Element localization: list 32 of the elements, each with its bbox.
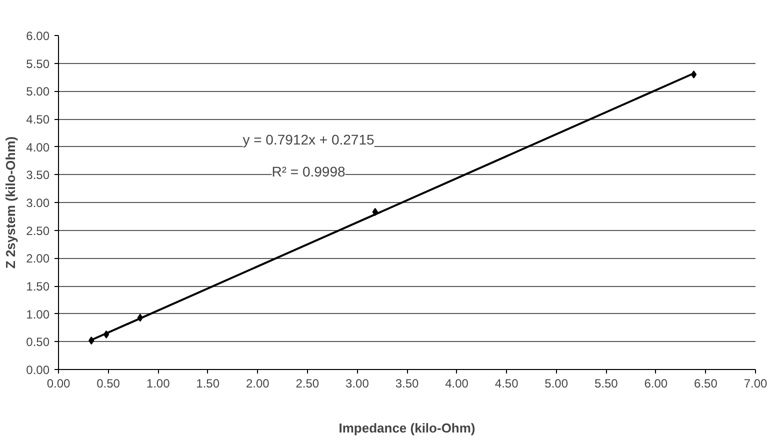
annotation: y = 0.7912x + 0.2715 [242, 132, 374, 148]
y-tick-label: 3.50 [26, 168, 50, 182]
y-tick-label: 2.00 [26, 252, 50, 266]
x-tick-label: 2.00 [246, 376, 270, 390]
x-tick-label: 6.00 [644, 376, 668, 390]
y-tick-label: 2.50 [26, 224, 50, 238]
x-tick-label: 0.00 [46, 376, 71, 390]
y-tick-label: 0.50 [26, 335, 50, 350]
x-tick-label: 6.50 [694, 376, 718, 390]
x-tick-label: 1.00 [146, 376, 170, 390]
x-tick-label: 1.50 [196, 376, 220, 390]
y-axis-title: Z 2system (kilo-Ohm) [3, 136, 18, 269]
x-tick-label: 7.00 [744, 376, 768, 390]
x-tick-label: 5.50 [594, 376, 618, 390]
x-tick-label: 5.00 [544, 376, 568, 390]
x-tick-label: 4.00 [445, 376, 469, 390]
y-tick-label: 6.00 [26, 29, 50, 43]
x-tick-label: 3.00 [346, 376, 370, 390]
annotation: R² = 0.9998 [272, 164, 346, 180]
y-tick-label: 4.00 [26, 140, 50, 154]
x-tick-label: 0.50 [96, 376, 120, 390]
y-tick-label: 4.50 [26, 112, 50, 126]
y-tick-label: 3.00 [26, 196, 50, 210]
y-tick-label: 5.00 [26, 84, 50, 99]
y-tick-label: 1.00 [26, 307, 50, 322]
x-tick-label: 4.50 [494, 376, 519, 390]
x-axis-title: Impedance (kilo-Ohm) [338, 420, 476, 436]
y-tick-label: 0.00 [26, 363, 50, 377]
x-tick-label: 2.50 [296, 376, 320, 390]
y-tick-label: 1.50 [26, 280, 50, 294]
y-tick-label: 5.50 [26, 56, 50, 71]
x-tick-label: 3.50 [395, 376, 420, 390]
